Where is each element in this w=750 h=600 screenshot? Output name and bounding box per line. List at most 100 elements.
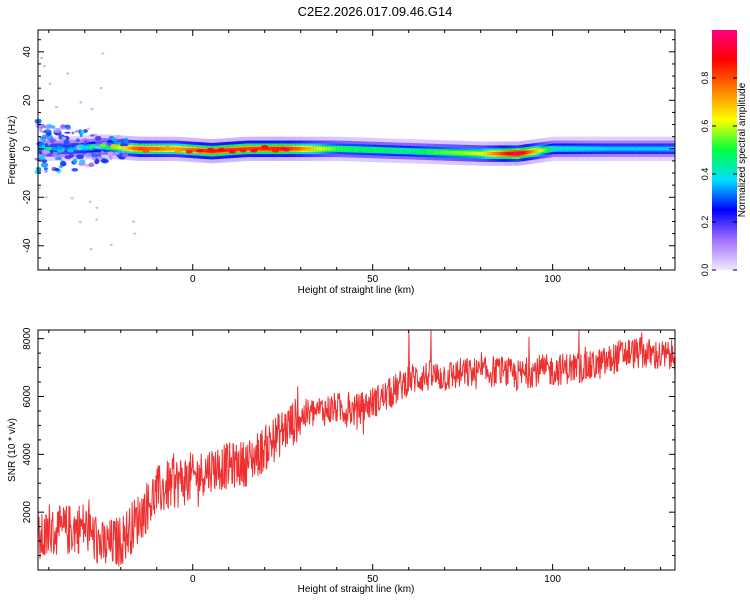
spectrogram-cell: [451, 150, 455, 155]
spectrogram-cell: [572, 147, 575, 151]
spectrogram-cell: [491, 151, 494, 156]
spectrogram-cell: [543, 148, 546, 152]
spectrogram-cell: [86, 145, 89, 150]
spectrogram-cell: [601, 147, 604, 151]
spectrogram-speckle: [112, 152, 120, 156]
spectrogram-cell: [232, 148, 235, 152]
spectrogram-cell: [471, 151, 474, 156]
spectrogram-cell: [529, 150, 532, 154]
colorbar-tick-label: 0.6: [700, 120, 710, 133]
spectrogram-speckle: [42, 64, 46, 68]
spectrogram-cell: [459, 151, 462, 155]
spectrogram-cell: [399, 149, 402, 153]
spectrogram-cell: [482, 151, 485, 156]
spectrogram-speckle: [80, 129, 85, 135]
spectrogram-cell: [72, 146, 75, 151]
spectrogram-cell: [388, 148, 392, 153]
spectrogram-cell: [235, 147, 239, 152]
spectrogram-cell: [419, 149, 422, 154]
spectrogram-cell: [424, 150, 428, 154]
spectrogram-speckle: [94, 133, 98, 136]
spectrogram-cell: [657, 147, 660, 151]
spectrogram-speckle: [54, 156, 63, 161]
spectrogram-speckle: [66, 72, 70, 75]
spectrogram-cell: [522, 151, 525, 155]
spectrogram-blob: [88, 144, 96, 149]
spectrogram-blob: [196, 149, 204, 153]
spectrogram-cell: [581, 147, 584, 151]
spectrogram-cell: [664, 147, 667, 151]
spectrogram-cell: [253, 147, 257, 151]
spectrogram-speckle: [58, 165, 64, 168]
spectrogram-cell: [576, 147, 579, 151]
y-tick-label: 2000: [22, 501, 33, 524]
spectrogram-cell: [442, 150, 446, 155]
spectrogram-speckle: [39, 128, 43, 131]
spectrogram-cell: [525, 150, 528, 155]
spectrogram-cell: [478, 151, 482, 156]
spectrogram-cell: [140, 147, 143, 151]
spectrogram-cell: [606, 147, 609, 151]
spectrogram-cell: [392, 148, 395, 153]
spectrogram-speckle: [79, 101, 83, 104]
spectrogram-speckle: [60, 160, 64, 164]
spectrogram-cell: [423, 150, 426, 154]
spectrogram-cell: [205, 149, 208, 153]
spectrogram-cell: [331, 147, 334, 151]
spectrogram-cell: [624, 147, 627, 151]
spectrogram-cell: [441, 150, 444, 154]
spectrogram-blob: [131, 146, 139, 151]
spectrogram-data: [34, 52, 676, 251]
spectrogram-blob: [153, 147, 161, 151]
spectrogram-cell: [531, 150, 534, 154]
spectrogram-speckle: [68, 127, 72, 131]
spectrogram-cell: [160, 147, 163, 151]
spectrogram-cell: [630, 147, 633, 151]
spectrogram-cell: [448, 150, 451, 155]
spectrogram-x-ticks: 0 50 100: [48, 30, 662, 285]
spectrogram-cell: [394, 149, 397, 153]
spectrogram-speckle: [95, 139, 103, 146]
spectrogram-cell: [279, 147, 282, 151]
x-tick-label: 0: [190, 274, 196, 285]
spectrogram-speckle: [53, 130, 61, 134]
spectrogram-cell: [507, 151, 510, 156]
spectrogram-cell: [599, 147, 602, 151]
spectrogram-cell: [658, 147, 662, 151]
spectrogram-cell: [487, 151, 491, 156]
colorbar-tick-label: 0.4: [700, 168, 710, 181]
spectrogram-blob: [218, 147, 226, 152]
spectrogram-cell: [84, 145, 87, 150]
spectrogram-blob: [282, 147, 290, 152]
spectrogram-speckle: [42, 149, 50, 154]
spectrogram-cell: [646, 147, 649, 151]
spectrogram-blob: [66, 148, 74, 153]
spectrogram-speckle: [37, 186, 41, 190]
spectrogram-cell: [640, 147, 644, 151]
spectrogram-cell: [565, 147, 568, 151]
spectrogram-cell: [464, 151, 467, 155]
spectrogram-cell: [547, 147, 550, 152]
spectrogram-cell: [397, 149, 401, 153]
spectrogram-speckle: [124, 137, 129, 143]
spectrogram-cell: [340, 147, 343, 151]
spectrogram-cell: [147, 147, 150, 151]
y-tick-label: -20: [22, 190, 33, 205]
spectrogram-cell: [567, 147, 570, 151]
spectrogram-speckle: [85, 152, 92, 158]
spectrogram-cell: [66, 147, 69, 151]
spectrogram-cell: [252, 147, 255, 151]
spectrogram-cell: [468, 151, 471, 155]
spectrogram-speckle: [76, 154, 85, 160]
spectrogram-cell: [570, 147, 573, 151]
spectrogram-cell: [376, 148, 379, 152]
spectrogram-speckle: [70, 197, 74, 200]
spectrogram-cell: [259, 147, 262, 151]
spectrogram-cell: [610, 147, 613, 151]
spectrogram-cell: [149, 147, 152, 151]
spectrogram-cell: [651, 147, 654, 151]
spectrogram-speckle: [72, 158, 78, 164]
spectrogram-cell: [428, 150, 431, 154]
spectrogram-cell: [300, 147, 303, 151]
